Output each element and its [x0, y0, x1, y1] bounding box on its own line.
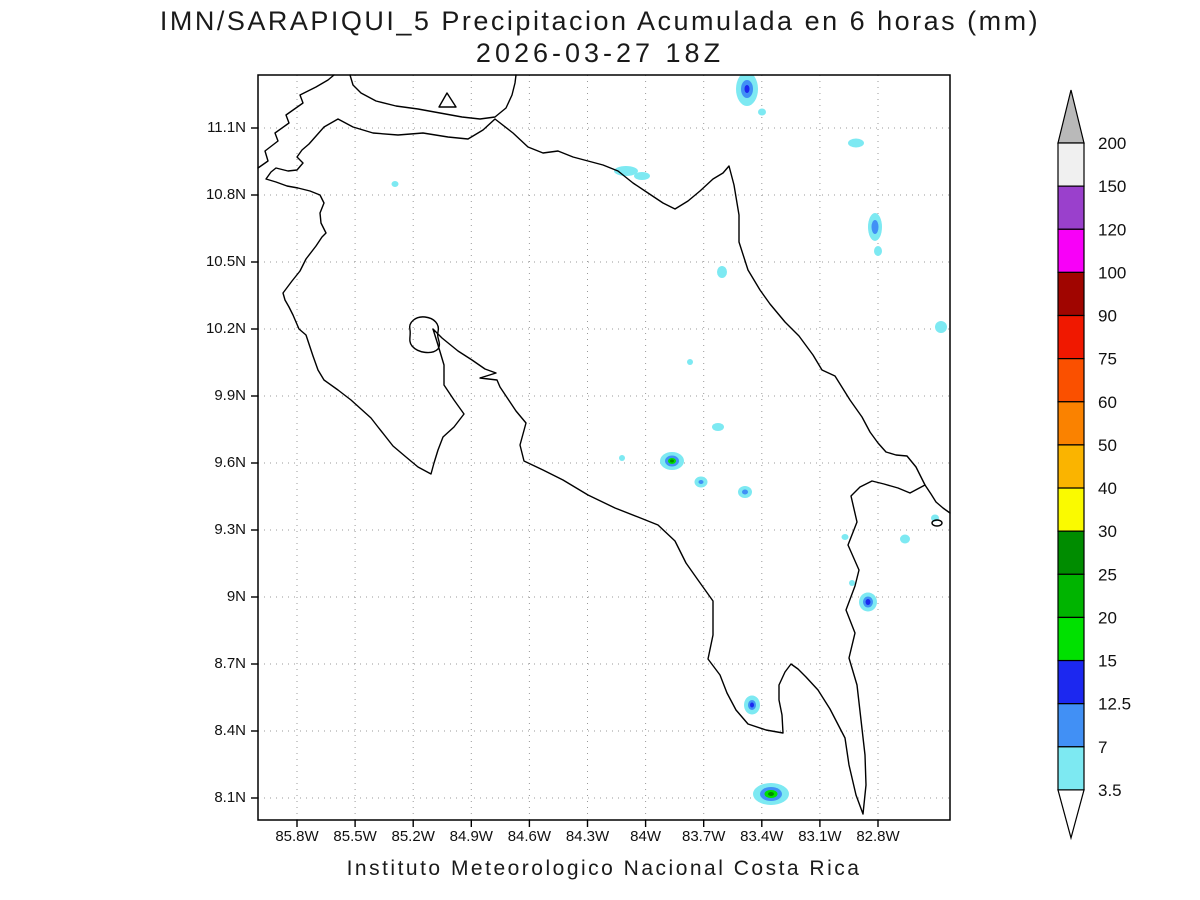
colorbar-label: 7: [1098, 738, 1107, 757]
precip-cell: [687, 359, 693, 365]
lat-tick-label: 8.7N: [162, 655, 246, 672]
colorbar-cell: [1058, 574, 1084, 617]
colorbar-cell: [1058, 445, 1084, 488]
colorbar-label: 3.5: [1098, 781, 1122, 800]
precip-cell: [848, 139, 864, 148]
precip-cell: [742, 490, 748, 495]
colorbar-cell: [1058, 272, 1084, 315]
colorbar: 200 150 120 100 90 75 60 50 40 30 25 20 15 12.5 7 3.5: [1052, 82, 1200, 852]
colorbar-label: 75: [1098, 350, 1117, 369]
colorbar-label: 25: [1098, 565, 1117, 584]
panama-caribbean-coastline: [925, 485, 950, 513]
grid-lines: [258, 75, 950, 820]
colorbar-cells: [1058, 90, 1084, 838]
colorbar-cell: [1058, 661, 1084, 704]
figure-title: IMN/SARAPIQUI_5 Precipitacion Acumulada …: [0, 6, 1200, 37]
precipitation-cells: [392, 72, 948, 805]
precip-cell: [758, 109, 766, 116]
colorbar-label: 200: [1098, 134, 1126, 153]
precip-cell: [935, 321, 947, 333]
precip-cell: [842, 534, 849, 540]
lat-tick-label: 9.6N: [162, 454, 246, 471]
precip-cell: [699, 480, 704, 484]
plot-border: [258, 75, 950, 820]
figure-subtitle: 2026-03-27 18Z: [0, 38, 1200, 69]
ometepe-island-outline: [439, 93, 456, 107]
map-plot: [250, 72, 958, 838]
costa-rica-outline: [266, 119, 925, 814]
lat-tick-label: 9N: [162, 588, 246, 605]
coastlines: [258, 75, 950, 814]
lat-tick-label: 8.4N: [162, 722, 246, 739]
colorbar-cell: [1058, 617, 1084, 660]
precip-cell: [745, 85, 750, 93]
lat-tick-label: 9.3N: [162, 521, 246, 538]
colorbar-cell: [1058, 704, 1084, 747]
colorbar-label: 50: [1098, 436, 1117, 455]
colorbar-label: 120: [1098, 220, 1126, 239]
colorbar-cell: [1058, 229, 1084, 272]
precip-cell: [712, 423, 724, 431]
colorbar-cell: [1058, 488, 1084, 531]
lat-tick-label: 8.1N: [162, 789, 246, 806]
colorbar-cell: [1058, 402, 1084, 445]
precip-cell: [717, 266, 727, 278]
precip-cell: [634, 172, 650, 180]
colorbar-cell: [1058, 316, 1084, 359]
axis-ticks: [251, 128, 878, 827]
colorbar-arrow-bottom: [1058, 790, 1084, 838]
colorbar-label: 90: [1098, 307, 1117, 326]
precip-cell: [619, 455, 625, 461]
lat-tick-label: 11.1N: [162, 119, 246, 136]
colorbar-label: 150: [1098, 177, 1126, 196]
lat-tick-label: 10.5N: [162, 253, 246, 270]
nicaragua-pacific-coastline: [258, 75, 334, 168]
precip-cell: [874, 246, 882, 256]
precip-cell: [392, 181, 399, 187]
precipitation-map-figure: IMN/SARAPIQUI_5 Precipitacion Acumulada …: [0, 0, 1200, 900]
lake-nicaragua-shoreline: [350, 75, 516, 119]
precip-cell: [750, 703, 754, 708]
colorbar-cell: [1058, 186, 1084, 229]
colorbar-label: 60: [1098, 393, 1117, 412]
lat-tick-label: 10.8N: [162, 186, 246, 203]
colorbar-cell: [1058, 531, 1084, 574]
lat-tick-label: 9.9N: [162, 387, 246, 404]
colorbar-label: 20: [1098, 608, 1117, 627]
precip-cell: [768, 792, 774, 796]
precip-cell: [900, 535, 910, 544]
precip-cell: [670, 460, 674, 463]
colorbar-arrow-top: [1058, 90, 1084, 143]
precip-cell: [872, 220, 879, 234]
colorbar-cell: [1058, 143, 1084, 186]
colorbar-label: 12.5: [1098, 695, 1131, 714]
figure-footer: Instituto Meteorologico Nacional Costa R…: [254, 857, 954, 881]
colorbar-label: 40: [1098, 479, 1117, 498]
colorbar-label: 100: [1098, 263, 1126, 282]
precip-cell: [866, 599, 871, 605]
precip-cell: [849, 580, 855, 586]
colorbar-cell: [1058, 747, 1084, 790]
colorbar-label: 15: [1098, 652, 1117, 671]
lat-tick-label: 10.2N: [162, 320, 246, 337]
colorbar-labels: 200 150 120 100 90 75 60 50 40 30 25 20 15 12.5 7 3.5: [1098, 134, 1131, 800]
colorbar-label: 30: [1098, 522, 1117, 541]
colorbar-cell: [1058, 359, 1084, 402]
